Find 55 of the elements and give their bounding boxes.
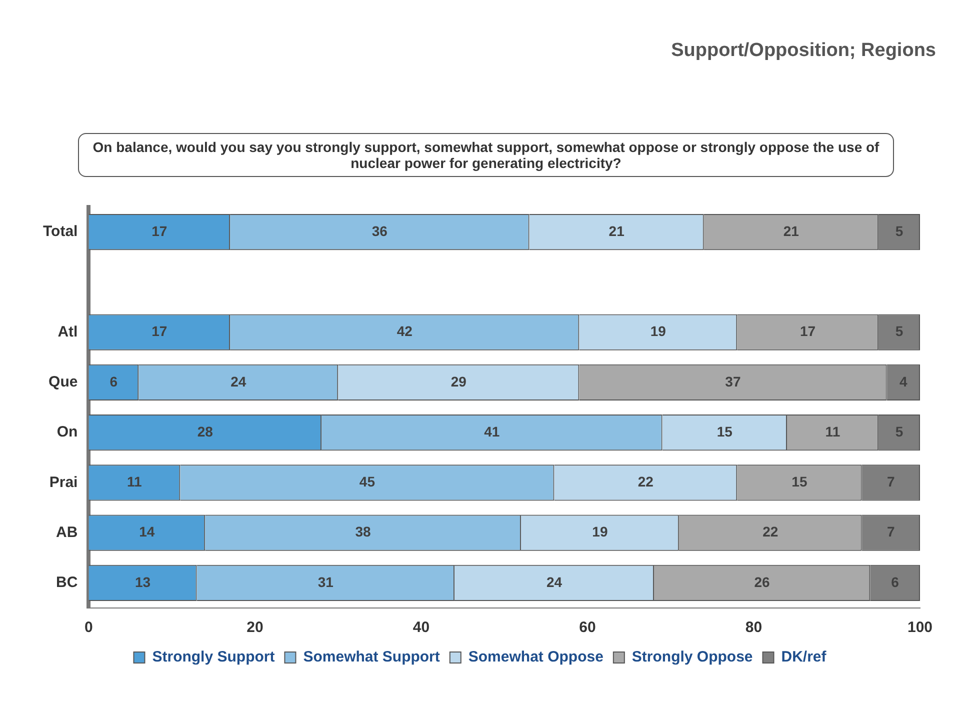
data-label: 11 xyxy=(825,423,840,440)
data-label: 6 xyxy=(891,574,900,590)
data-label: 15 xyxy=(716,423,733,440)
data-label: 19 xyxy=(592,524,608,540)
y-tick-label: Prai xyxy=(49,474,78,491)
y-tick-label: Que xyxy=(48,374,78,391)
data-label: 37 xyxy=(725,373,741,390)
data-label: 28 xyxy=(197,423,214,440)
data-label: 24 xyxy=(230,373,246,390)
data-label: 21 xyxy=(783,222,800,239)
x-tick-label: 20 xyxy=(246,619,264,636)
data-label: 13 xyxy=(134,574,151,590)
y-tick-label: On xyxy=(56,424,78,441)
data-label: 7 xyxy=(887,474,896,490)
data-label: 31 xyxy=(318,574,334,590)
data-label: 19 xyxy=(650,323,666,340)
chart-title: Support/Opposition; Regions xyxy=(671,40,936,62)
x-tick-label: 80 xyxy=(745,619,762,636)
data-label: 7 xyxy=(887,524,896,540)
y-tick-label: Total xyxy=(43,223,78,240)
data-label: 24 xyxy=(546,574,562,590)
data-label: 22 xyxy=(638,474,654,490)
legend-label: Strongly Oppose xyxy=(632,648,753,666)
y-tick-label: Atl xyxy=(58,323,78,340)
legend-label: Somewhat Oppose xyxy=(468,648,604,666)
data-label: 42 xyxy=(396,323,413,340)
legend-label: Strongly Support xyxy=(152,648,275,666)
data-label: 17 xyxy=(152,323,168,340)
data-label: 38 xyxy=(355,524,372,540)
data-label: 21 xyxy=(608,222,625,239)
data-label: 17 xyxy=(152,222,168,239)
legend-label: DK/ref xyxy=(781,648,828,666)
data-label: 22 xyxy=(762,524,778,540)
x-tick-label: 40 xyxy=(412,619,430,636)
data-label: 11 xyxy=(127,474,142,490)
x-tick-label: 100 xyxy=(907,619,933,636)
data-label: 6 xyxy=(110,373,118,390)
x-tick-label: 60 xyxy=(579,619,596,636)
data-label: 15 xyxy=(792,474,808,490)
data-label: 5 xyxy=(895,323,904,340)
data-label: 5 xyxy=(895,423,904,440)
data-label: 29 xyxy=(450,373,467,390)
data-label: 17 xyxy=(800,323,816,340)
chart-subtitle: On balance, would you say you strongly support, somewhat support, somewhat oppose or strongly oppose the use of nuclear power for generating electricity? xyxy=(78,133,894,177)
data-label: 41 xyxy=(484,423,500,440)
data-label: 45 xyxy=(359,474,376,490)
data-label: 5 xyxy=(895,222,904,239)
data-label: 36 xyxy=(372,222,388,239)
x-tick-label: 0 xyxy=(84,619,93,636)
y-tick-label: BC xyxy=(56,574,78,592)
data-label: 14 xyxy=(139,524,155,540)
data-label: 26 xyxy=(754,574,770,590)
legend-label: Somewhat Support xyxy=(303,648,440,666)
y-tick-label: AB xyxy=(56,524,78,541)
data-label: 4 xyxy=(899,373,908,390)
